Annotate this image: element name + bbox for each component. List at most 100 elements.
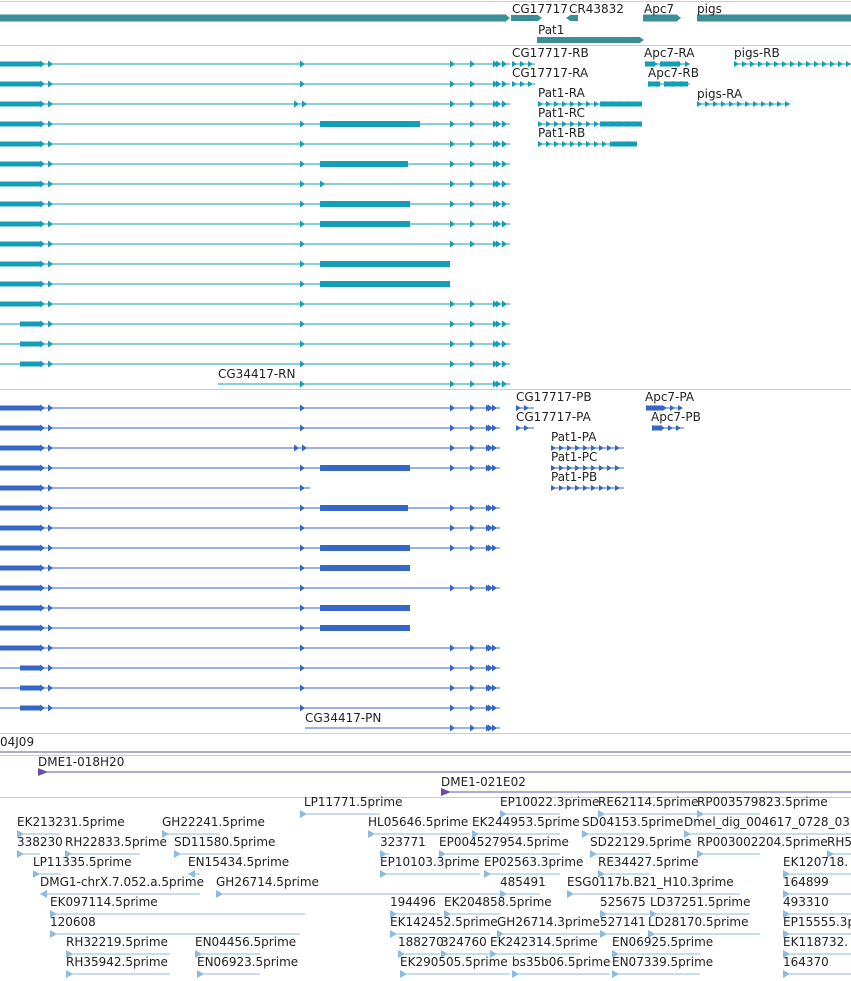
est-label[interactable]: EN04456.5prime [195, 935, 296, 949]
exon-block[interactable] [320, 605, 410, 611]
transcript-label[interactable]: Pat1-PC [551, 450, 597, 464]
transcript-label[interactable]: Pat1-RC [538, 106, 585, 120]
est-label[interactable]: SD22129.5prime [590, 835, 691, 849]
transcript-label[interactable]: CG17717-RB [512, 46, 589, 60]
transcript-label[interactable]: Pat1-PB [551, 470, 597, 484]
transcript-label[interactable]: CG17717-RA [512, 66, 589, 80]
exon-block[interactable] [320, 545, 410, 551]
est-label[interactable]: 493310 [783, 895, 829, 909]
est-label[interactable]: EK242314.5prime [490, 935, 598, 949]
exon-block[interactable] [0, 565, 40, 571]
exon-block[interactable] [320, 221, 410, 227]
exon-block[interactable] [0, 261, 40, 267]
exon-block[interactable] [0, 545, 40, 551]
est-label[interactable]: EK213231.5prime [17, 815, 125, 829]
transcript-label[interactable]: CG17717-PA [516, 410, 592, 424]
est-label[interactable]: LP11335.5prime [33, 855, 132, 869]
exon-block[interactable] [320, 261, 450, 267]
gene-label[interactable]: Pat1 [538, 23, 564, 37]
gene-label[interactable]: pigs [697, 2, 722, 16]
est-label[interactable]: EK118732. [783, 935, 848, 949]
est-label[interactable]: RP003579823.5prime [697, 795, 828, 809]
gene-bar[interactable] [570, 15, 578, 21]
est-label[interactable]: EP004527954.5prime [439, 835, 569, 849]
est-label[interactable]: EN15434.5prime [188, 855, 289, 869]
est-label[interactable]: EK204858.5prime [444, 895, 552, 909]
exon-block[interactable] [0, 301, 40, 307]
exon-block[interactable] [0, 281, 40, 287]
est-label[interactable]: EP02563.3prime [484, 855, 583, 869]
exon-block[interactable] [20, 685, 40, 691]
transcript-label[interactable]: Apc7-RB [648, 66, 699, 80]
est-label[interactable]: EN06925.5prime [612, 935, 713, 949]
est-label[interactable]: 188270 [398, 935, 444, 949]
est-label[interactable]: LP11771.5prime [304, 795, 403, 809]
transcript-label[interactable]: CG34417-RN [218, 367, 296, 381]
est-label[interactable]: EN06923.5prime [197, 955, 298, 969]
exon-block[interactable] [0, 625, 40, 631]
est-label[interactable]: 527141 [600, 915, 646, 929]
est-label[interactable]: SD11580.5prime [174, 835, 275, 849]
est-label[interactable]: 338230 [17, 835, 63, 849]
transcript-label[interactable]: Apc7-PB [651, 410, 701, 424]
est-label[interactable]: 194496 [390, 895, 436, 909]
est-label[interactable]: DMG1-chrX.7.052.a.5prime [40, 875, 204, 889]
clone-label[interactable]: DME1-018H20 [38, 755, 124, 769]
est-label[interactable]: EP10022.3prime [500, 795, 599, 809]
exon-block[interactable] [320, 161, 408, 167]
transcript-label[interactable]: Apc7-RA [644, 46, 695, 60]
exon-block[interactable] [0, 425, 40, 431]
exon-block[interactable] [320, 201, 410, 207]
exon-block[interactable] [0, 445, 40, 451]
est-label[interactable]: GH26714.5prime [216, 875, 319, 889]
transcript-label[interactable]: Pat1-RA [538, 86, 586, 100]
clone-label[interactable]: DME1-021E02 [441, 775, 526, 789]
exon-block[interactable] [0, 121, 40, 127]
est-label[interactable]: LD28170.5prime [648, 915, 749, 929]
est-label[interactable]: EK142452.5prime [390, 915, 498, 929]
gene-label[interactable]: CG17717 [512, 2, 568, 16]
est-label[interactable]: GH26714.3prime [497, 915, 600, 929]
gene-bar[interactable] [643, 14, 677, 22]
est-label[interactable]: 485491 [500, 875, 546, 889]
est-label[interactable]: 525675 [600, 895, 646, 909]
est-label[interactable]: RH22833.5prime [65, 835, 167, 849]
exon-block[interactable] [20, 361, 40, 367]
transcript-label[interactable]: pigs-RB [734, 46, 780, 60]
clone-label[interactable]: 04J09 [0, 735, 34, 749]
est-label[interactable]: RE62114.5prime [598, 795, 699, 809]
exon-block[interactable] [0, 585, 40, 591]
est-label[interactable]: 164899 [783, 875, 829, 889]
est-label[interactable]: SD04153.5prime [582, 815, 683, 829]
est-label[interactable]: 120608 [50, 915, 96, 929]
exon-block[interactable] [0, 405, 40, 411]
est-label[interactable]: EK244953.5prime [472, 815, 580, 829]
exon-block[interactable] [20, 341, 40, 347]
exon-block[interactable] [612, 141, 637, 147]
exon-block[interactable] [320, 505, 408, 511]
est-label[interactable]: RE34427.5prime [598, 855, 699, 869]
est-label[interactable]: RH5 [827, 835, 851, 849]
gene-bar[interactable] [537, 37, 640, 43]
gene-label[interactable]: Apc7 [644, 2, 674, 16]
transcript-label[interactable]: Pat1-RB [538, 126, 585, 140]
est-label[interactable]: HL05646.5prime [368, 815, 468, 829]
est-label[interactable]: EK290505.5prime [400, 955, 508, 969]
exon-block[interactable] [0, 605, 40, 611]
exon-block[interactable] [0, 221, 40, 227]
est-label[interactable]: RP003002204.5prime [697, 835, 828, 849]
est-label[interactable]: EK120718. [783, 855, 848, 869]
exon-block[interactable] [0, 485, 40, 491]
exon-block[interactable] [20, 321, 40, 327]
exon-block[interactable] [0, 525, 40, 531]
exon-block[interactable] [0, 465, 40, 471]
exon-block[interactable] [0, 241, 40, 247]
est-label[interactable]: LD37251.5prime [650, 895, 751, 909]
est-label[interactable]: EN07339.5prime [612, 955, 713, 969]
exon-block[interactable] [0, 645, 40, 651]
est-label[interactable]: GH22241.5prime [162, 815, 265, 829]
est-label[interactable]: 323771 [380, 835, 426, 849]
exon-block[interactable] [20, 665, 40, 671]
exon-block[interactable] [0, 201, 40, 207]
exon-block[interactable] [0, 161, 40, 167]
